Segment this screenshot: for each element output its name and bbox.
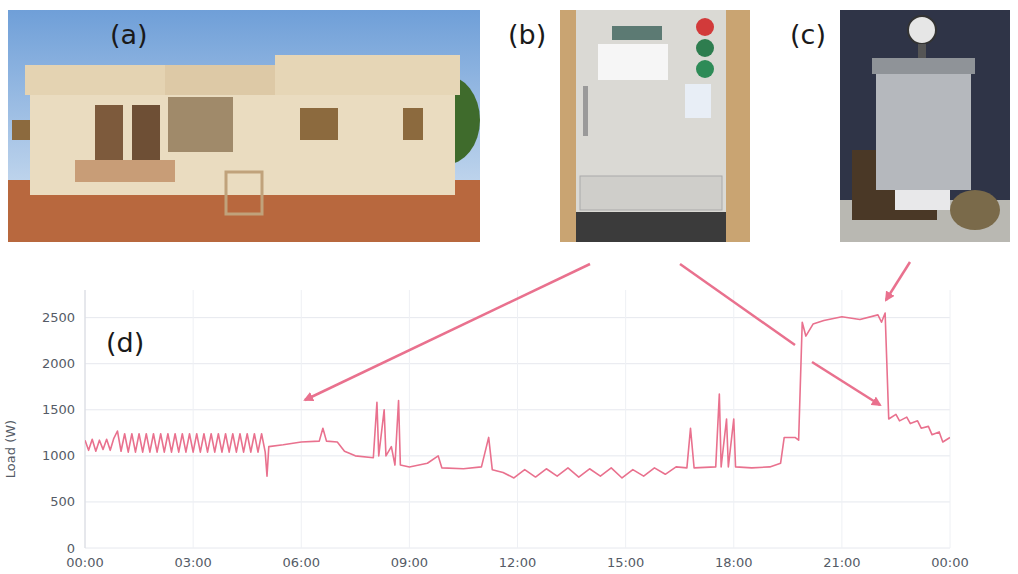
window (12, 120, 30, 140)
display (612, 26, 662, 40)
sheet (685, 84, 711, 118)
y-tick-label: 0 (67, 541, 75, 556)
sky (8, 10, 480, 242)
autoclave-body (876, 70, 971, 190)
x-grid-line (950, 290, 951, 548)
background (840, 10, 1010, 242)
roof (165, 65, 275, 95)
freezer-door (580, 176, 722, 210)
figure: 0 500 1000 1500 2000 2500 00:00 03:00 06:00 09:00… (0, 0, 1018, 574)
x-tick-label: 18:00 (715, 555, 752, 570)
autoclave-lid (872, 58, 975, 74)
y-tick-label: 500 (50, 494, 75, 509)
x-tick-label: 00:00 (931, 555, 968, 570)
panel-letter: (c) (790, 19, 826, 50)
freezer-body (576, 10, 726, 242)
x-tick-label: 21:00 (823, 555, 860, 570)
photo-building (8, 10, 480, 242)
door (132, 105, 160, 160)
crate (226, 172, 262, 214)
steps (75, 160, 175, 182)
wall (30, 95, 455, 195)
panel-letter: (a) (110, 19, 148, 50)
handle (583, 86, 588, 136)
x-tick-label: 12:00 (499, 555, 536, 570)
x-tick-label: 03:00 (174, 555, 211, 570)
roof (25, 65, 165, 95)
series-group (85, 313, 950, 478)
x-grid-line (301, 290, 302, 548)
y-tick-label: 2500 (42, 310, 75, 325)
bucket (950, 190, 1000, 230)
y-tick-label: 1500 (42, 402, 75, 417)
badge (696, 39, 714, 57)
gauge (908, 16, 936, 44)
control-box (895, 190, 950, 210)
window (403, 108, 423, 140)
arrow (680, 264, 795, 345)
load-line (85, 313, 950, 478)
y-tick-label: 1000 (42, 448, 75, 463)
x-grid-line (841, 290, 842, 548)
door (95, 105, 123, 160)
x-grid-line (517, 290, 518, 548)
arrow (886, 262, 910, 300)
sheet (598, 44, 668, 80)
x-grid-line (193, 290, 194, 548)
x-tick-label: 00:00 (66, 555, 103, 570)
photo-freezer (560, 10, 750, 242)
x-tick-label: 15:00 (607, 555, 644, 570)
x-tick-label: 06:00 (283, 555, 320, 570)
arrow (812, 362, 880, 405)
background (560, 10, 750, 242)
y-tick-label: 2000 (42, 356, 75, 371)
roof (275, 55, 460, 95)
panel-letter: (b) (508, 19, 546, 50)
photo-autoclave (840, 10, 1010, 242)
y-axis-title: Load (W) (3, 420, 18, 478)
arrow (305, 264, 590, 400)
panel-letter: (d) (106, 327, 144, 358)
x-grid-line (409, 290, 410, 548)
x-grid-line (625, 290, 626, 548)
x-tick-label: 09:00 (391, 555, 428, 570)
badge (696, 18, 714, 36)
window (300, 108, 338, 140)
x-grid-line (85, 290, 86, 548)
y-axis-line (85, 290, 86, 548)
window (168, 97, 233, 152)
badge (696, 60, 714, 78)
gauge-stem (918, 44, 926, 58)
grid (85, 290, 950, 548)
freezer-base (576, 212, 726, 242)
